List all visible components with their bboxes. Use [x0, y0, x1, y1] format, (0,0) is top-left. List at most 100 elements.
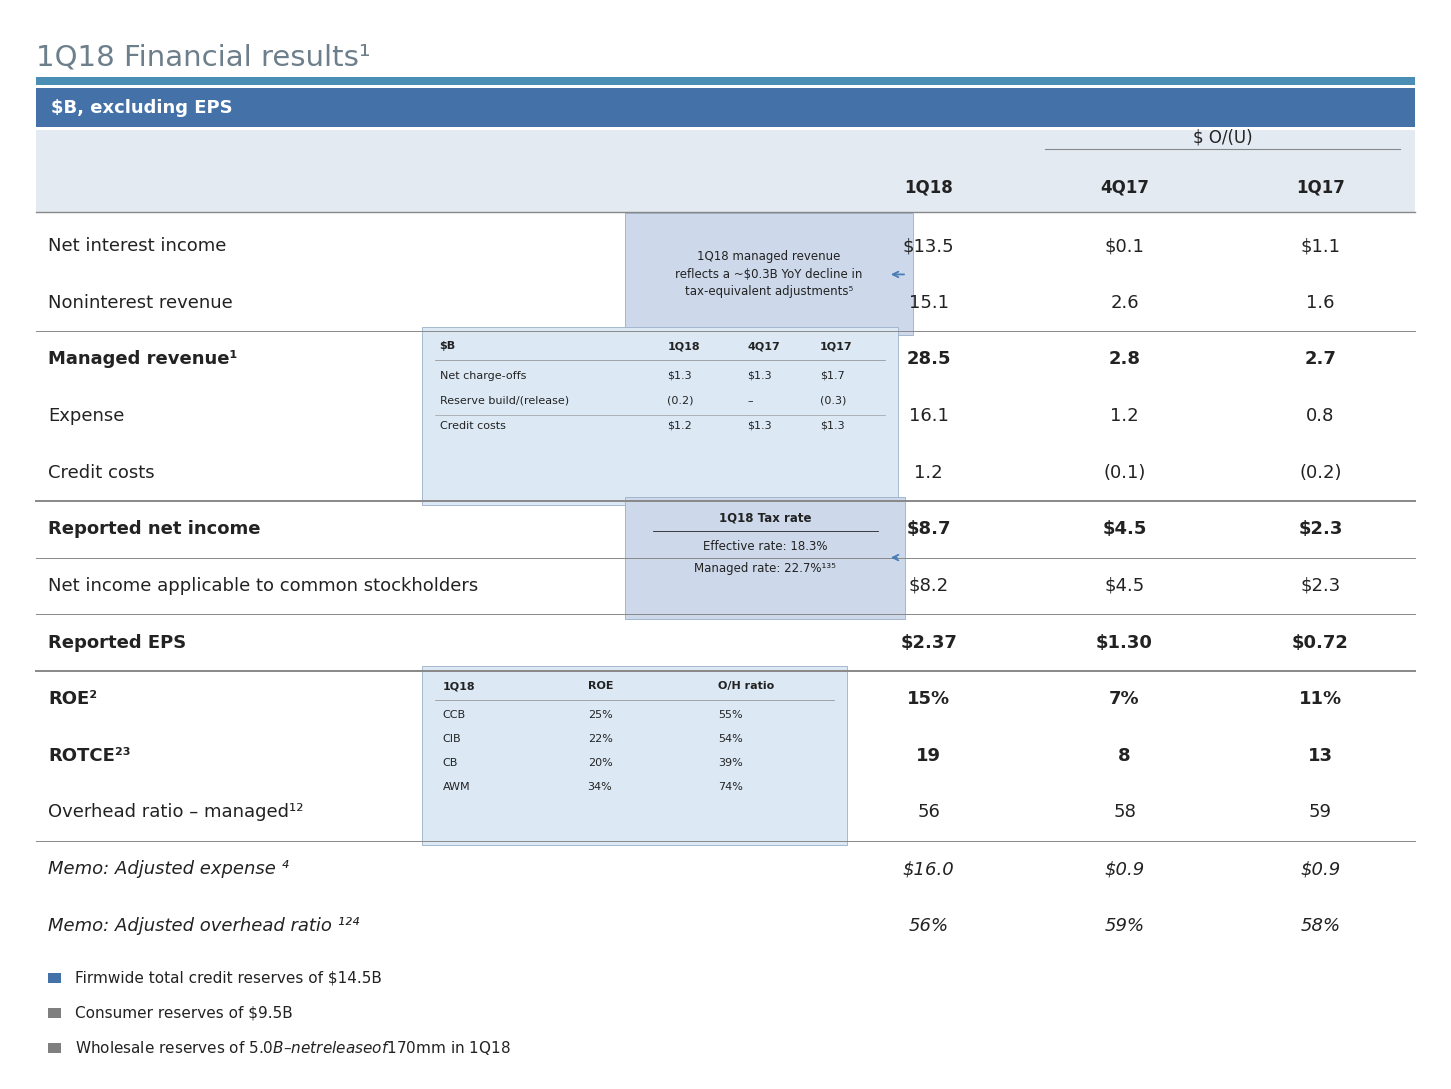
- Text: Effective rate: 18.3%: Effective rate: 18.3%: [704, 540, 827, 553]
- Text: Reported EPS: Reported EPS: [48, 634, 186, 651]
- Text: 13: 13: [1307, 747, 1333, 764]
- Text: 2.8: 2.8: [1109, 351, 1140, 368]
- Text: $1.2: $1.2: [667, 420, 692, 431]
- Text: 1Q18: 1Q18: [667, 341, 699, 352]
- Text: Managed revenue¹: Managed revenue¹: [48, 351, 238, 368]
- Bar: [48, 1042, 61, 1052]
- Text: $2.3: $2.3: [1300, 577, 1341, 595]
- Bar: [36, 77, 1415, 85]
- Text: Noninterest revenue: Noninterest revenue: [48, 294, 232, 311]
- Text: Managed rate: 22.7%¹³⁵: Managed rate: 22.7%¹³⁵: [695, 562, 836, 575]
- Text: 59: 59: [1309, 804, 1332, 821]
- Text: $ O/(U): $ O/(U): [1193, 129, 1252, 146]
- Text: 56%: 56%: [908, 917, 949, 934]
- Text: AWM: AWM: [443, 782, 470, 793]
- FancyBboxPatch shape: [422, 327, 898, 505]
- Text: $2.3: $2.3: [1299, 521, 1342, 538]
- Text: ROTCE²³: ROTCE²³: [48, 747, 131, 764]
- Text: 54%: 54%: [718, 734, 743, 745]
- Bar: [48, 1007, 61, 1017]
- Text: 58: 58: [1113, 804, 1136, 821]
- Text: Reported net income: Reported net income: [48, 521, 260, 538]
- Text: 2.6: 2.6: [1110, 294, 1139, 311]
- Text: 56: 56: [917, 804, 940, 821]
- Text: 34%: 34%: [588, 782, 612, 793]
- Text: 74%: 74%: [718, 782, 743, 793]
- Text: $1.30: $1.30: [1096, 634, 1154, 651]
- Text: 15%: 15%: [907, 690, 950, 708]
- Text: $8.2: $8.2: [908, 577, 949, 595]
- Text: Net income applicable to common stockholders: Net income applicable to common stockhol…: [48, 577, 479, 595]
- Text: 1Q17: 1Q17: [1296, 179, 1345, 196]
- Text: 1Q18 managed revenue
reflects a ~$0.3B YoY decline in
tax-equivalent adjustments: 1Q18 managed revenue reflects a ~$0.3B Y…: [675, 250, 863, 298]
- Text: 55%: 55%: [718, 710, 743, 721]
- Text: Reserve build/(release): Reserve build/(release): [440, 395, 569, 406]
- Text: 39%: 39%: [718, 758, 743, 769]
- Text: O/H ratio: O/H ratio: [718, 681, 775, 692]
- Text: Credit costs: Credit costs: [440, 420, 505, 431]
- Text: 1Q18 Financial results¹: 1Q18 Financial results¹: [36, 44, 371, 72]
- Bar: [48, 974, 61, 982]
- Text: $2.37: $2.37: [900, 634, 958, 651]
- Text: Expense: Expense: [48, 407, 125, 425]
- Text: 1.6: 1.6: [1306, 294, 1335, 311]
- Text: $16.0: $16.0: [903, 860, 955, 878]
- Text: $1.3: $1.3: [747, 370, 772, 381]
- Text: $0.9: $0.9: [1300, 860, 1341, 878]
- Text: $8.7: $8.7: [907, 521, 950, 538]
- Text: 15.1: 15.1: [908, 294, 949, 311]
- Text: (0.2): (0.2): [667, 395, 694, 406]
- Text: $B: $B: [440, 341, 456, 352]
- Text: –: –: [747, 395, 753, 406]
- Text: Overhead ratio – managed¹²: Overhead ratio – managed¹²: [48, 804, 303, 821]
- Text: 25%: 25%: [588, 710, 612, 721]
- Text: $1.7: $1.7: [820, 370, 844, 381]
- FancyBboxPatch shape: [422, 666, 847, 845]
- Text: $4.5: $4.5: [1103, 521, 1146, 538]
- Text: 1Q18: 1Q18: [904, 179, 953, 196]
- Text: Wholesale reserves of $5.0B – net release of $170mm in 1Q18: Wholesale reserves of $5.0B – net releas…: [75, 1039, 511, 1056]
- Text: Memo: Adjusted expense ⁴: Memo: Adjusted expense ⁴: [48, 860, 289, 878]
- Text: 1Q18 Tax rate: 1Q18 Tax rate: [720, 512, 811, 525]
- Text: 8: 8: [1119, 747, 1130, 764]
- Text: (0.2): (0.2): [1299, 464, 1342, 481]
- Text: (0.1): (0.1): [1103, 464, 1146, 481]
- Bar: [36, 88, 1415, 127]
- Text: 11%: 11%: [1299, 690, 1342, 708]
- Text: 0.8: 0.8: [1306, 407, 1335, 425]
- Text: $1.3: $1.3: [667, 370, 692, 381]
- Text: 20%: 20%: [588, 758, 612, 769]
- Text: 1.2: 1.2: [914, 464, 943, 481]
- Text: 58%: 58%: [1300, 917, 1341, 934]
- Text: (0.3): (0.3): [820, 395, 846, 406]
- FancyBboxPatch shape: [625, 213, 913, 335]
- Text: ROE: ROE: [588, 681, 614, 692]
- Text: 4Q17: 4Q17: [747, 341, 781, 352]
- Text: $4.5: $4.5: [1104, 577, 1145, 595]
- Text: CIB: CIB: [443, 734, 461, 745]
- Text: 59%: 59%: [1104, 917, 1145, 934]
- Text: 28.5: 28.5: [907, 351, 950, 368]
- FancyBboxPatch shape: [625, 497, 905, 619]
- Text: Net interest income: Net interest income: [48, 237, 226, 255]
- Text: Firmwide total credit reserves of $14.5B: Firmwide total credit reserves of $14.5B: [75, 970, 382, 986]
- Text: 19: 19: [916, 747, 942, 764]
- Text: 7%: 7%: [1109, 690, 1140, 708]
- Text: 1Q17: 1Q17: [820, 341, 852, 352]
- Text: $B, excluding EPS: $B, excluding EPS: [51, 99, 232, 117]
- Text: 22%: 22%: [588, 734, 612, 745]
- Text: Credit costs: Credit costs: [48, 464, 154, 481]
- Text: CB: CB: [443, 758, 459, 769]
- Bar: [36, 130, 1415, 212]
- Text: 1Q18: 1Q18: [443, 681, 474, 692]
- Text: 1.2: 1.2: [1110, 407, 1139, 425]
- Text: $0.9: $0.9: [1104, 860, 1145, 878]
- Text: 16.1: 16.1: [908, 407, 949, 425]
- Text: 4Q17: 4Q17: [1100, 179, 1149, 196]
- Text: $1.3: $1.3: [820, 420, 844, 431]
- Text: $0.72: $0.72: [1291, 634, 1349, 651]
- Text: $1.3: $1.3: [747, 420, 772, 431]
- Text: Consumer reserves of $9.5B: Consumer reserves of $9.5B: [75, 1005, 293, 1020]
- Text: Net charge-offs: Net charge-offs: [440, 370, 527, 381]
- Text: $13.5: $13.5: [903, 237, 955, 255]
